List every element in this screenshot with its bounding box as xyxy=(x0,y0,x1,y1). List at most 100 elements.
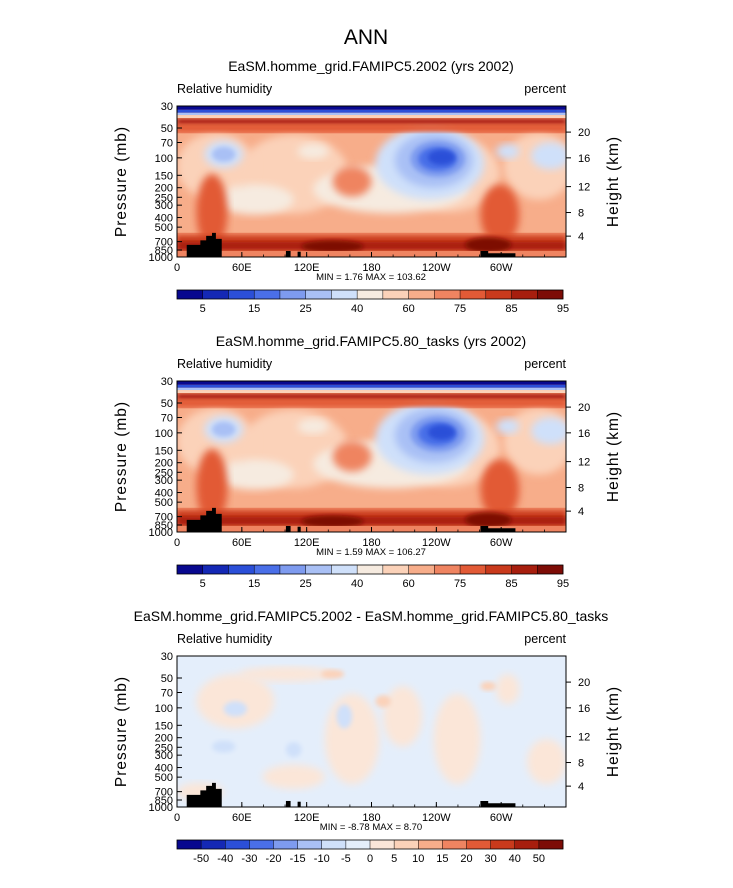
x-tick-label: 60W xyxy=(490,537,513,549)
figure-suptitle: ANN xyxy=(344,26,388,49)
y-right-axis-title: Height (km) xyxy=(605,686,622,777)
y-tick-label: 50 xyxy=(161,123,173,135)
y-tick-label: 850 xyxy=(155,520,173,532)
y-tick-label: 150 xyxy=(155,170,173,182)
colorbar-swatch xyxy=(254,565,281,574)
y-right-tick-label: 16 xyxy=(578,153,590,165)
colorbar-label: 25 xyxy=(300,578,312,590)
colorbar-swatch xyxy=(228,290,255,299)
contour-field xyxy=(177,656,566,807)
y-right-tick-label: 20 xyxy=(578,677,590,689)
colorbar-swatch xyxy=(434,565,461,574)
x-tick-label: 120W xyxy=(422,262,451,274)
colorbar-label: 50 xyxy=(533,853,545,865)
colorbar-swatch xyxy=(321,840,347,849)
colorbar-label: 60 xyxy=(402,578,414,590)
y-tick-label: 30 xyxy=(161,101,173,113)
y-tick-label: 1000 xyxy=(149,252,173,264)
colorbar-swatch xyxy=(485,290,512,299)
y-right-tick-label: 20 xyxy=(578,127,590,139)
terrain-mask-pacific-island xyxy=(297,526,301,532)
y-tick-label: 200 xyxy=(155,183,173,195)
y-tick-label: 400 xyxy=(155,213,173,225)
colorbar-label: 5 xyxy=(200,303,206,315)
colorbar-swatch xyxy=(538,840,564,849)
colorbar-swatch xyxy=(511,565,538,574)
panel-title: EaSM.homme_grid.FAMIPC5.80_tasks (yrs 20… xyxy=(216,333,526,349)
colorbar-swatch xyxy=(418,840,443,849)
colorbar-swatch xyxy=(331,290,358,299)
y-tick-label: 500 xyxy=(155,222,173,234)
colorbar-swatch xyxy=(305,565,332,574)
terrain-mask-pacific-island xyxy=(297,251,301,257)
colorbar-label: 15 xyxy=(248,303,260,315)
colorbar-swatch xyxy=(357,565,384,574)
y-tick-label: 400 xyxy=(155,763,173,775)
colorbar-swatch xyxy=(514,840,540,849)
colorbar-label: 25 xyxy=(300,303,312,315)
colorbar-label: 75 xyxy=(454,578,466,590)
x-tick-label: 180 xyxy=(362,812,380,824)
colorbar-label: 95 xyxy=(557,303,569,315)
colorbar-swatch xyxy=(408,290,435,299)
y-tick-label: 250 xyxy=(155,467,173,479)
colorbar-swatch xyxy=(537,290,564,299)
terrain-mask-pacific-island xyxy=(297,801,301,807)
colorbar-swatch xyxy=(485,565,512,574)
units-label: percent xyxy=(524,82,566,96)
colorbar-swatch xyxy=(434,290,461,299)
y-tick-label: 100 xyxy=(155,153,173,165)
colorbar-label: 60 xyxy=(402,303,414,315)
x-tick-label: 120W xyxy=(422,812,451,824)
y-right-tick-label: 16 xyxy=(578,703,590,715)
colorbar-label: 40 xyxy=(351,303,363,315)
colorbar-label: 5 xyxy=(200,578,206,590)
y-tick-label: 150 xyxy=(155,445,173,457)
y-right-tick-label: 12 xyxy=(578,457,590,469)
colorbar-label: 10 xyxy=(412,853,424,865)
colorbar-label: 0 xyxy=(367,853,373,865)
colorbar-label: -30 xyxy=(241,853,257,865)
x-tick-label: 60E xyxy=(232,537,252,549)
y-tick-label: 300 xyxy=(155,475,173,487)
chart-panel-1: EaSM.homme_grid.FAMIPC5.2002 (yrs 2002) R… xyxy=(113,58,622,315)
terrain-mask-americas xyxy=(480,250,516,257)
terrain-mask-americas xyxy=(480,525,516,532)
colorbar-swatch xyxy=(177,840,202,849)
colorbar-swatch xyxy=(408,565,435,574)
y-right-tick-label: 20 xyxy=(578,402,590,414)
variable-label: Relative humidity xyxy=(177,357,273,371)
colorbar-swatch xyxy=(490,840,516,849)
colorbar-label: -50 xyxy=(193,853,209,865)
panel-title: EaSM.homme_grid.FAMIPC5.2002 - EaSM.homm… xyxy=(134,608,609,624)
variable-label: Relative humidity xyxy=(177,632,273,646)
colorbar-swatch xyxy=(537,565,564,574)
colorbar-swatch xyxy=(297,840,323,849)
y-tick-label: 70 xyxy=(161,687,173,699)
colorbar-swatch xyxy=(279,565,306,574)
colorbar-label: 75 xyxy=(454,303,466,315)
terrain-mask-maritime xyxy=(285,250,291,257)
variable-label: Relative humidity xyxy=(177,82,273,96)
y-tick-label: 70 xyxy=(161,412,173,424)
y-tick-label: 100 xyxy=(155,703,173,715)
y-tick-label: 30 xyxy=(161,376,173,388)
y-right-tick-label: 16 xyxy=(578,428,590,440)
y-tick-label: 250 xyxy=(155,742,173,754)
x-tick-label: 120W xyxy=(422,537,451,549)
colorbar-label: 40 xyxy=(351,578,363,590)
colorbar-swatch xyxy=(345,840,371,849)
y-tick-label: 850 xyxy=(155,795,173,807)
colorbar-frame xyxy=(176,289,564,300)
x-tick-label: 120E xyxy=(294,812,320,824)
colorbar-label: 15 xyxy=(248,578,260,590)
x-tick-label: 60E xyxy=(232,262,252,274)
colorbar-swatch xyxy=(370,840,395,849)
colorbar-swatch xyxy=(460,290,487,299)
y-right-axis-title: Height (km) xyxy=(605,411,622,502)
colorbar-label: 40 xyxy=(509,853,521,865)
y-tick-label: 200 xyxy=(155,458,173,470)
y-axis-title: Pressure (mb) xyxy=(113,401,130,512)
chart-panel-3: EaSM.homme_grid.FAMIPC5.2002 - EaSM.homm… xyxy=(113,608,622,865)
